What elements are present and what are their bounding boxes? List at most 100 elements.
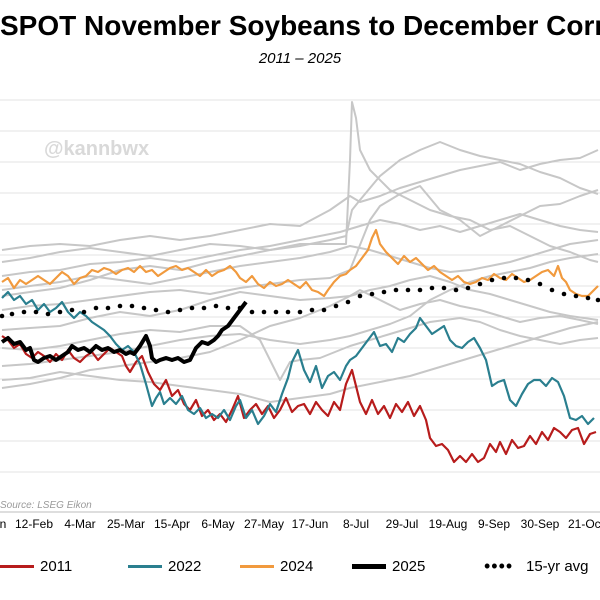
legend-dots-avg: •••• <box>484 555 514 576</box>
legend-swatch-2024 <box>240 564 274 568</box>
series-point-15yr-avg <box>441 285 447 291</box>
legend-label-2022: 2022 <box>168 557 202 575</box>
legend-swatch-2025 <box>352 563 386 569</box>
legend-item-2011: 2011 <box>0 555 72 577</box>
series-point-15yr-avg <box>321 307 327 313</box>
gridlines <box>0 99 600 473</box>
chart-subtitle: 2011 – 2025 <box>258 50 342 67</box>
series-line-2011 <box>1 335 597 464</box>
x-tick-label: 8-Jul <box>343 517 369 531</box>
series-point-15yr-avg <box>513 275 519 281</box>
legend-item-avg: •••• 15-yr avg <box>484 555 589 577</box>
series-line-other-year <box>1 101 599 263</box>
legend-label-2024: 2024 <box>280 557 314 575</box>
series-point-15yr-avg <box>477 281 483 287</box>
x-tick-label: 22-Jan <box>0 517 6 531</box>
legend-item-2022: 2022 <box>128 555 201 577</box>
series-point-15yr-avg <box>285 309 291 315</box>
series-line-2022 <box>1 290 595 426</box>
series-point-15yr-avg <box>573 293 579 299</box>
series-line-other-year <box>1 317 599 381</box>
series-point-15yr-avg <box>249 309 255 315</box>
legend-label-2025: 2025 <box>392 557 426 575</box>
series-point-15yr-avg <box>213 303 219 309</box>
chart-title: SPOT November Soybeans to December Corn … <box>0 10 600 41</box>
x-tick-label: 6-May <box>201 517 234 531</box>
x-tick-label: 25-Mar <box>107 517 145 531</box>
series-point-15yr-avg <box>429 285 435 291</box>
legend-label-2011: 2011 <box>40 557 73 575</box>
series-point-15yr-avg <box>297 309 303 315</box>
series-point-15yr-avg <box>141 305 147 311</box>
series-point-15yr-avg <box>105 305 111 311</box>
series-point-15yr-avg <box>81 309 87 315</box>
series-line-other-year <box>1 149 599 251</box>
x-tick-label: 17-Jun <box>292 517 329 531</box>
x-axis: 22-Jan 12-Feb 4-Mar 25-Mar 15-Apr 6-May 27-May… <box>0 511 600 531</box>
series-point-15yr-avg <box>501 275 507 281</box>
source-note: Source: LSEG Eikon <box>0 500 92 511</box>
series-point-15yr-avg <box>93 305 99 311</box>
series-point-15yr-avg <box>261 309 267 315</box>
series-point-15yr-avg <box>201 305 207 311</box>
legend-item-2025: 2025 <box>352 555 425 577</box>
x-tick-label: 4-Mar <box>64 517 95 531</box>
series-point-15yr-avg <box>381 289 387 295</box>
legend: 2011 2022 2024 2025 •••• 15-yr avg <box>0 555 600 577</box>
series-line-other-year <box>1 239 599 291</box>
x-tick-label: 15-Apr <box>154 517 190 531</box>
series-line-other-year <box>1 213 599 277</box>
series-point-15yr-avg <box>561 291 567 297</box>
series-point-15yr-avg <box>489 277 495 283</box>
legend-swatch-2011 <box>0 564 34 568</box>
highlight-lines <box>0 228 600 464</box>
x-tick-label: 27-May <box>244 517 284 531</box>
series-point-15yr-avg <box>393 287 399 293</box>
series-point-15yr-avg <box>357 293 363 299</box>
series-line-2025 <box>0 300 248 364</box>
series-point-15yr-avg <box>537 281 543 287</box>
x-tick-label: 12-Feb <box>15 517 53 531</box>
series-point-15yr-avg <box>369 291 375 297</box>
series-line-other-year <box>1 321 599 403</box>
legend-item-2024: 2024 <box>240 555 313 577</box>
series-point-15yr-avg <box>129 303 135 309</box>
series-point-15yr-avg <box>595 297 600 303</box>
series-point-15yr-avg <box>405 287 411 293</box>
series-point-15yr-avg <box>525 277 531 283</box>
legend-swatch-2022 <box>128 564 162 568</box>
series-line-other-year <box>1 289 599 331</box>
series-point-15yr-avg <box>117 303 123 309</box>
series-point-15yr-avg <box>57 309 63 315</box>
series-point-15yr-avg <box>165 309 171 315</box>
series-line-other-year <box>1 275 599 389</box>
series-point-15yr-avg <box>309 307 315 313</box>
series-point-15yr-avg <box>225 305 231 311</box>
series-point-15yr-avg <box>273 309 279 315</box>
x-tick-label: 21-Oct <box>568 517 600 531</box>
series-point-15yr-avg <box>417 287 423 293</box>
legend-label-avg: 15-yr avg <box>526 557 589 575</box>
x-tick-label: 19-Aug <box>429 517 468 531</box>
x-tick-label: 30-Sep <box>521 517 560 531</box>
watermark: @kannbwx <box>44 138 150 160</box>
series-point-15yr-avg <box>153 307 159 313</box>
series-point-15yr-avg <box>177 307 183 313</box>
series-line-other-year <box>1 185 599 311</box>
x-tick-label: 9-Sep <box>478 517 510 531</box>
series-point-15yr-avg <box>453 287 459 293</box>
series-point-15yr-avg <box>33 309 39 315</box>
series-point-15yr-avg <box>9 311 15 317</box>
series-point-15yr-avg <box>345 299 351 305</box>
series-point-15yr-avg <box>549 287 555 293</box>
series-point-15yr-avg <box>465 285 471 291</box>
series-point-15yr-avg <box>0 313 5 319</box>
series-point-15yr-avg <box>69 307 75 313</box>
x-tick-label: 29-Jul <box>386 517 419 531</box>
series-point-15yr-avg <box>189 305 195 311</box>
series-point-15yr-avg <box>333 303 339 309</box>
series-point-15yr-avg <box>585 295 591 301</box>
series-point-15yr-avg <box>21 309 27 315</box>
series-point-15yr-avg <box>45 311 51 317</box>
